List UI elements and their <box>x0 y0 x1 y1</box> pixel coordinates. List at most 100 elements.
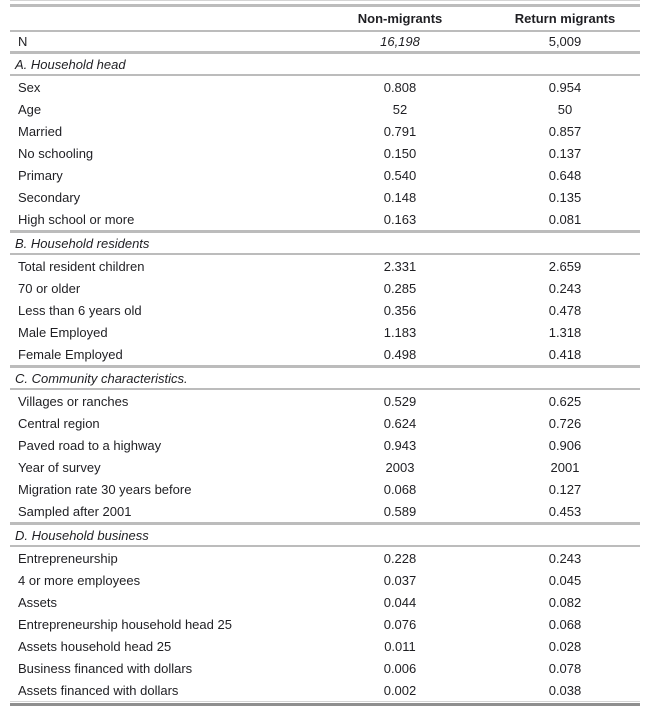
row-value-return-migrants: 50 <box>557 101 573 117</box>
row-value-non-migrants: 0.943 <box>383 437 417 453</box>
section-divider-rule <box>10 365 640 368</box>
table-sections: A. Household head Sex 0.808 0.954 Age 52 50 Mar… <box>10 51 640 701</box>
table-row: Less than 6 years old 0.356 0.478 <box>10 299 640 321</box>
section-title: B. Household residents <box>15 235 150 251</box>
row-value-non-migrants: 52 <box>392 101 408 117</box>
row-value-return-migrants: 0.726 <box>548 415 582 431</box>
row-label: Business financed with dollars <box>18 660 193 676</box>
row-value-non-migrants: 0.589 <box>383 503 417 519</box>
row-label: Age <box>18 101 42 117</box>
row-value-non-migrants: 0.011 <box>384 638 416 654</box>
section-title: C. Community characteristics. <box>15 370 188 386</box>
row-label: Assets household head 25 <box>18 638 172 654</box>
row-label: Paved road to a highway <box>18 437 162 453</box>
row-value-non-migrants: 2.331 <box>383 258 417 274</box>
table-row: Assets 0.044 0.082 <box>10 591 640 613</box>
summary-statistics-table: Non-migrants Return migrants N 16,198 5,… <box>10 0 640 706</box>
row-value-non-migrants: 0.068 <box>383 481 417 497</box>
header-bottom-rule <box>10 30 640 32</box>
row-label: Villages or ranches <box>18 393 129 409</box>
row-value-non-migrants: 2003 <box>385 459 415 475</box>
row-label: Sampled after 2001 <box>18 503 132 519</box>
row-value-non-migrants: 0.076 <box>383 616 417 632</box>
row-value-non-migrants: 1.183 <box>383 324 417 340</box>
row-value-non-migrants: 0.498 <box>383 346 417 362</box>
table-row: Sampled after 2001 0.589 0.453 <box>10 500 640 522</box>
row-value-return-migrants: 0.045 <box>548 572 582 588</box>
section-title: D. Household business <box>15 527 149 543</box>
row-label: Year of survey <box>18 459 101 475</box>
row-label: Male Employed <box>18 324 108 340</box>
table-row: Year of survey 2003 2001 <box>10 456 640 478</box>
column-header-non-migrants: Non-migrants <box>357 11 443 26</box>
row-label: Sex <box>18 79 41 95</box>
table-bottom-rule-thin <box>10 701 640 702</box>
table-row: Entrepreneurship 0.228 0.243 <box>10 547 640 569</box>
sample-size-return-migrants: 5,009 <box>548 34 582 49</box>
row-value-return-migrants: 0.127 <box>548 481 582 497</box>
row-value-return-migrants: 0.857 <box>548 123 582 139</box>
row-value-non-migrants: 0.529 <box>383 393 417 409</box>
table-bottom-rule-thick <box>10 703 640 706</box>
row-value-return-migrants: 0.418 <box>548 346 582 362</box>
row-value-non-migrants: 0.002 <box>383 682 417 698</box>
row-value-return-migrants: 0.068 <box>548 616 582 632</box>
table-row: 4 or more employees 0.037 0.045 <box>10 569 640 591</box>
row-value-non-migrants: 0.356 <box>383 302 417 318</box>
table-row: Migration rate 30 years before 0.068 0.127 <box>10 478 640 500</box>
row-value-non-migrants: 0.808 <box>383 79 417 95</box>
sample-size-non-migrants: 16,198 <box>380 34 420 49</box>
row-label: Assets financed with dollars <box>18 682 179 698</box>
row-value-return-migrants: 0.137 <box>548 145 582 161</box>
row-value-return-migrants: 1.318 <box>548 324 582 340</box>
section-header-row: C. Community characteristics. <box>10 368 640 388</box>
column-header-return-migrants: Return migrants <box>514 11 616 26</box>
section-header-row: A. Household head <box>10 54 640 74</box>
row-value-return-migrants: 0.038 <box>548 682 582 698</box>
row-value-non-migrants: 0.044 <box>383 594 417 610</box>
row-value-non-migrants: 0.006 <box>383 660 417 676</box>
sample-size-label: N <box>18 34 28 49</box>
section-header-rule <box>10 253 640 255</box>
row-label: No schooling <box>18 145 94 161</box>
table-row: Assets financed with dollars 0.002 0.038 <box>10 679 640 701</box>
row-label: 70 or older <box>18 280 81 296</box>
row-label: Female Employed <box>18 346 123 362</box>
row-label: Entrepreneurship <box>18 550 118 566</box>
row-value-return-migrants: 0.625 <box>548 393 582 409</box>
table-top-rule-thin <box>10 0 640 1</box>
row-label: Married <box>18 123 63 139</box>
table-row: Married 0.791 0.857 <box>10 120 640 142</box>
row-label: Entrepreneurship household head 25 <box>18 616 232 632</box>
table-row: Total resident children 2.331 2.659 <box>10 255 640 277</box>
section-divider-rule <box>10 230 640 233</box>
row-value-non-migrants: 0.791 <box>383 123 417 139</box>
row-value-return-migrants: 0.453 <box>548 503 582 519</box>
section-title: A. Household head <box>15 56 126 72</box>
table-row: Business financed with dollars 0.006 0.078 <box>10 657 640 679</box>
row-value-return-migrants: 2001 <box>550 459 580 475</box>
table-row: No schooling 0.150 0.137 <box>10 142 640 164</box>
row-label: Migration rate 30 years before <box>18 481 192 497</box>
row-value-non-migrants: 0.540 <box>383 167 417 183</box>
row-value-non-migrants: 0.037 <box>383 572 417 588</box>
section-header-rule <box>10 74 640 76</box>
row-value-non-migrants: 0.148 <box>383 189 417 205</box>
section-header-rule <box>10 545 640 547</box>
row-value-non-migrants: 0.150 <box>383 145 417 161</box>
row-value-return-migrants: 0.478 <box>548 302 582 318</box>
table-row: Assets household head 25 0.011 0.028 <box>10 635 640 657</box>
row-label: 4 or more employees <box>18 572 141 588</box>
row-value-return-migrants: 0.648 <box>548 167 582 183</box>
table-top-rule-thick <box>10 4 640 7</box>
row-label: Assets <box>18 594 58 610</box>
section-header-row: D. Household business <box>10 525 640 545</box>
row-value-return-migrants: 0.028 <box>548 638 582 654</box>
row-value-return-migrants: 0.135 <box>548 189 582 205</box>
section-header-rule <box>10 388 640 390</box>
row-value-non-migrants: 0.285 <box>383 280 417 296</box>
row-value-return-migrants: 0.078 <box>548 660 582 676</box>
row-value-return-migrants: 0.954 <box>548 79 582 95</box>
section-header-row: B. Household residents <box>10 233 640 253</box>
